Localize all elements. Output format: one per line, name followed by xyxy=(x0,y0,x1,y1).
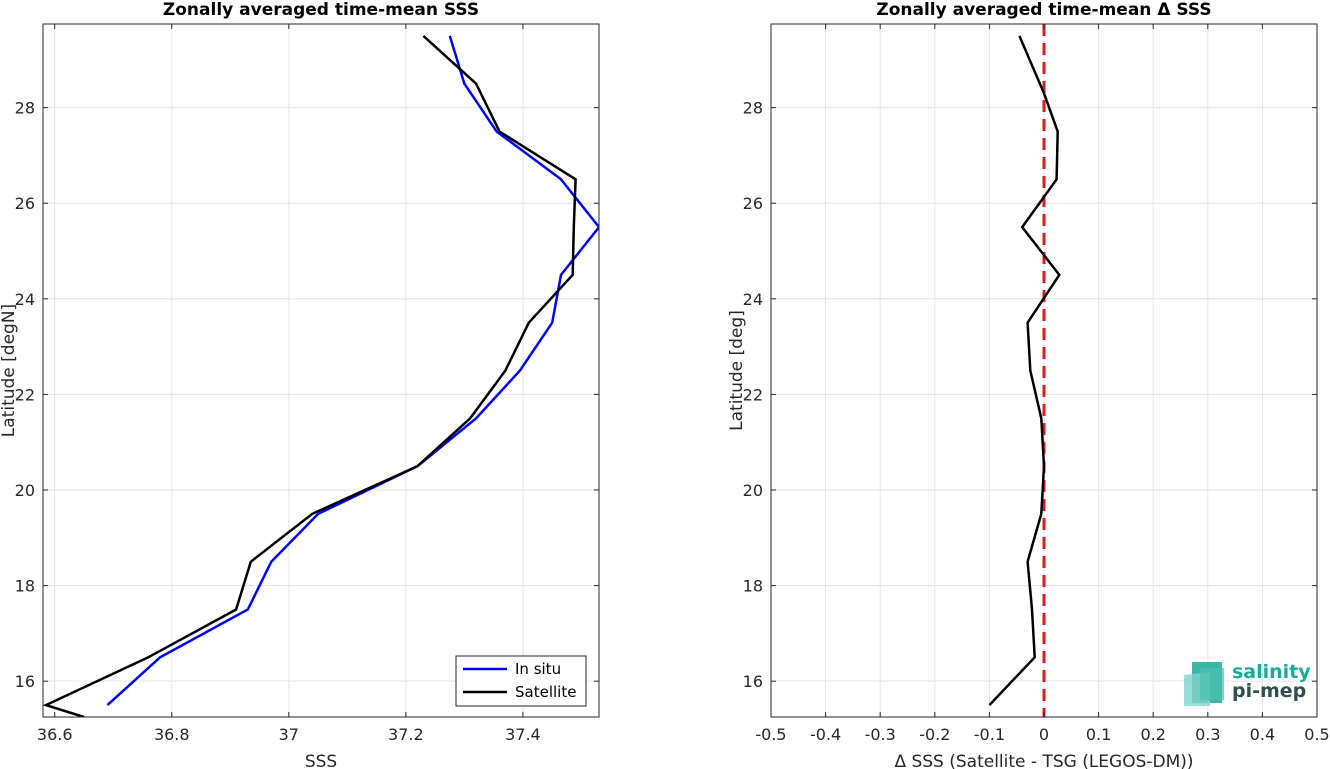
x-tick-label: -0.5 xyxy=(755,725,786,744)
y-tick-label: 26 xyxy=(15,194,35,213)
y-tick-label: 20 xyxy=(743,481,763,500)
y-tick-label: 28 xyxy=(15,99,35,118)
axes-frame xyxy=(42,23,600,718)
panel-2: -0.5 -0.4 -0.3 -0.2 -0.1 0 0.1 0.2 0.3 0.4 0.5 16 18… xyxy=(727,0,1330,769)
x-axis-label: Δ SSS (Satellite - TSG (LEGOS-DM)) xyxy=(894,752,1193,769)
series-line-satellite xyxy=(43,34,577,717)
x-tick-label: 0.3 xyxy=(1195,725,1220,744)
chart-title: Zonally averaged time-mean Δ SSS xyxy=(876,0,1211,20)
y-tick-label: 26 xyxy=(743,194,763,213)
y-tick-label: 16 xyxy=(743,672,763,691)
x-tick-label: 0.4 xyxy=(1250,725,1275,744)
plot-area xyxy=(43,24,599,717)
legend-entry: Satellite xyxy=(515,683,576,701)
x-tick-label: 0.5 xyxy=(1304,725,1329,744)
y-tick-label: 20 xyxy=(15,481,35,500)
x-tick-label: 0.1 xyxy=(1086,725,1111,744)
x-tick-label: 36.8 xyxy=(154,725,190,744)
y-tick-label: 22 xyxy=(743,385,763,404)
y-axis-label: Latitude [degN] xyxy=(0,304,19,437)
y-tick-label: 22 xyxy=(15,385,35,404)
panel-1: 36.6 36.8 37 37.2 37.4 16 18 20 22 24 26 28 Zonally … xyxy=(0,0,600,769)
x-tick-label: 37.4 xyxy=(505,725,541,744)
legend: In situ Satellite xyxy=(455,655,587,707)
series-line-in-situ xyxy=(106,35,599,707)
x-tick-label: 0 xyxy=(1039,725,1049,744)
y-tick-label: 24 xyxy=(743,290,763,309)
y-tick-label: 18 xyxy=(743,577,763,596)
series-line-delta-sss xyxy=(988,35,1061,706)
legend-box xyxy=(455,655,587,707)
x-tick-label: -0.2 xyxy=(919,725,950,744)
x-tick-label: -0.4 xyxy=(810,725,841,744)
x-tick-label: 37 xyxy=(279,725,299,744)
y-tick-label: 16 xyxy=(15,672,35,691)
x-axis-label: SSS xyxy=(305,752,337,769)
x-tick-label: 0.2 xyxy=(1140,725,1165,744)
logo-text-pi-mep: pi-mep xyxy=(1232,680,1306,702)
x-tick-label: 37.2 xyxy=(388,725,424,744)
x-tick-label: -0.1 xyxy=(974,725,1005,744)
x-tick-label: 36.6 xyxy=(37,725,73,744)
y-tick-label: 18 xyxy=(15,577,35,596)
y-tick-label: 24 xyxy=(15,290,35,309)
y-tick-label: 28 xyxy=(743,99,763,118)
chart-title: Zonally averaged time-mean SSS xyxy=(163,0,479,20)
logo-mark xyxy=(1200,668,1224,700)
y-axis-label: Latitude [deg] xyxy=(727,310,747,431)
legend-entry: In situ xyxy=(515,660,561,678)
logo-text-salinity: salinity xyxy=(1232,661,1311,683)
x-tick-label: -0.3 xyxy=(865,725,896,744)
